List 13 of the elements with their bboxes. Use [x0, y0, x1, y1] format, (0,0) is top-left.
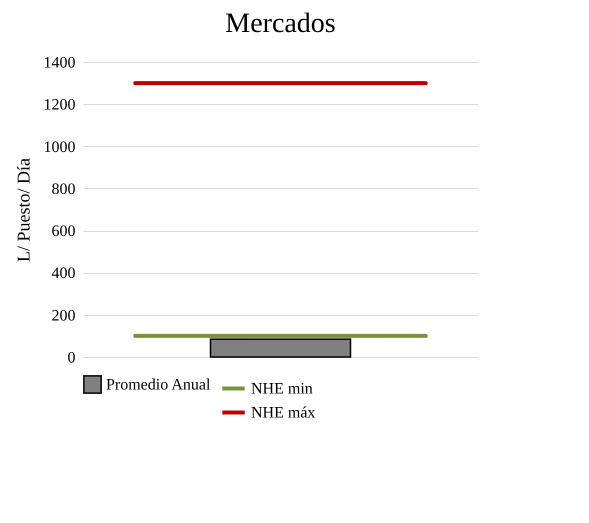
legend-label: NHE min	[251, 380, 313, 398]
y-tick-label: 1400	[44, 54, 76, 72]
y-tick-label: 200	[52, 307, 76, 324]
y-tick-label: 1000	[44, 138, 76, 156]
legend-label: NHE máx	[251, 404, 316, 422]
y-tick-label: 1200	[44, 96, 76, 114]
y-tick-label: 800	[52, 180, 76, 198]
y-tick-label: 400	[52, 265, 76, 282]
y-tick-label: 600	[52, 223, 76, 240]
legend-label: Promedio Anual	[106, 376, 211, 394]
chart-title: Mercados	[225, 8, 336, 39]
y-tick-label: 0	[68, 350, 76, 366]
y-axis-title: L/ Puesto/ Día	[14, 158, 34, 262]
